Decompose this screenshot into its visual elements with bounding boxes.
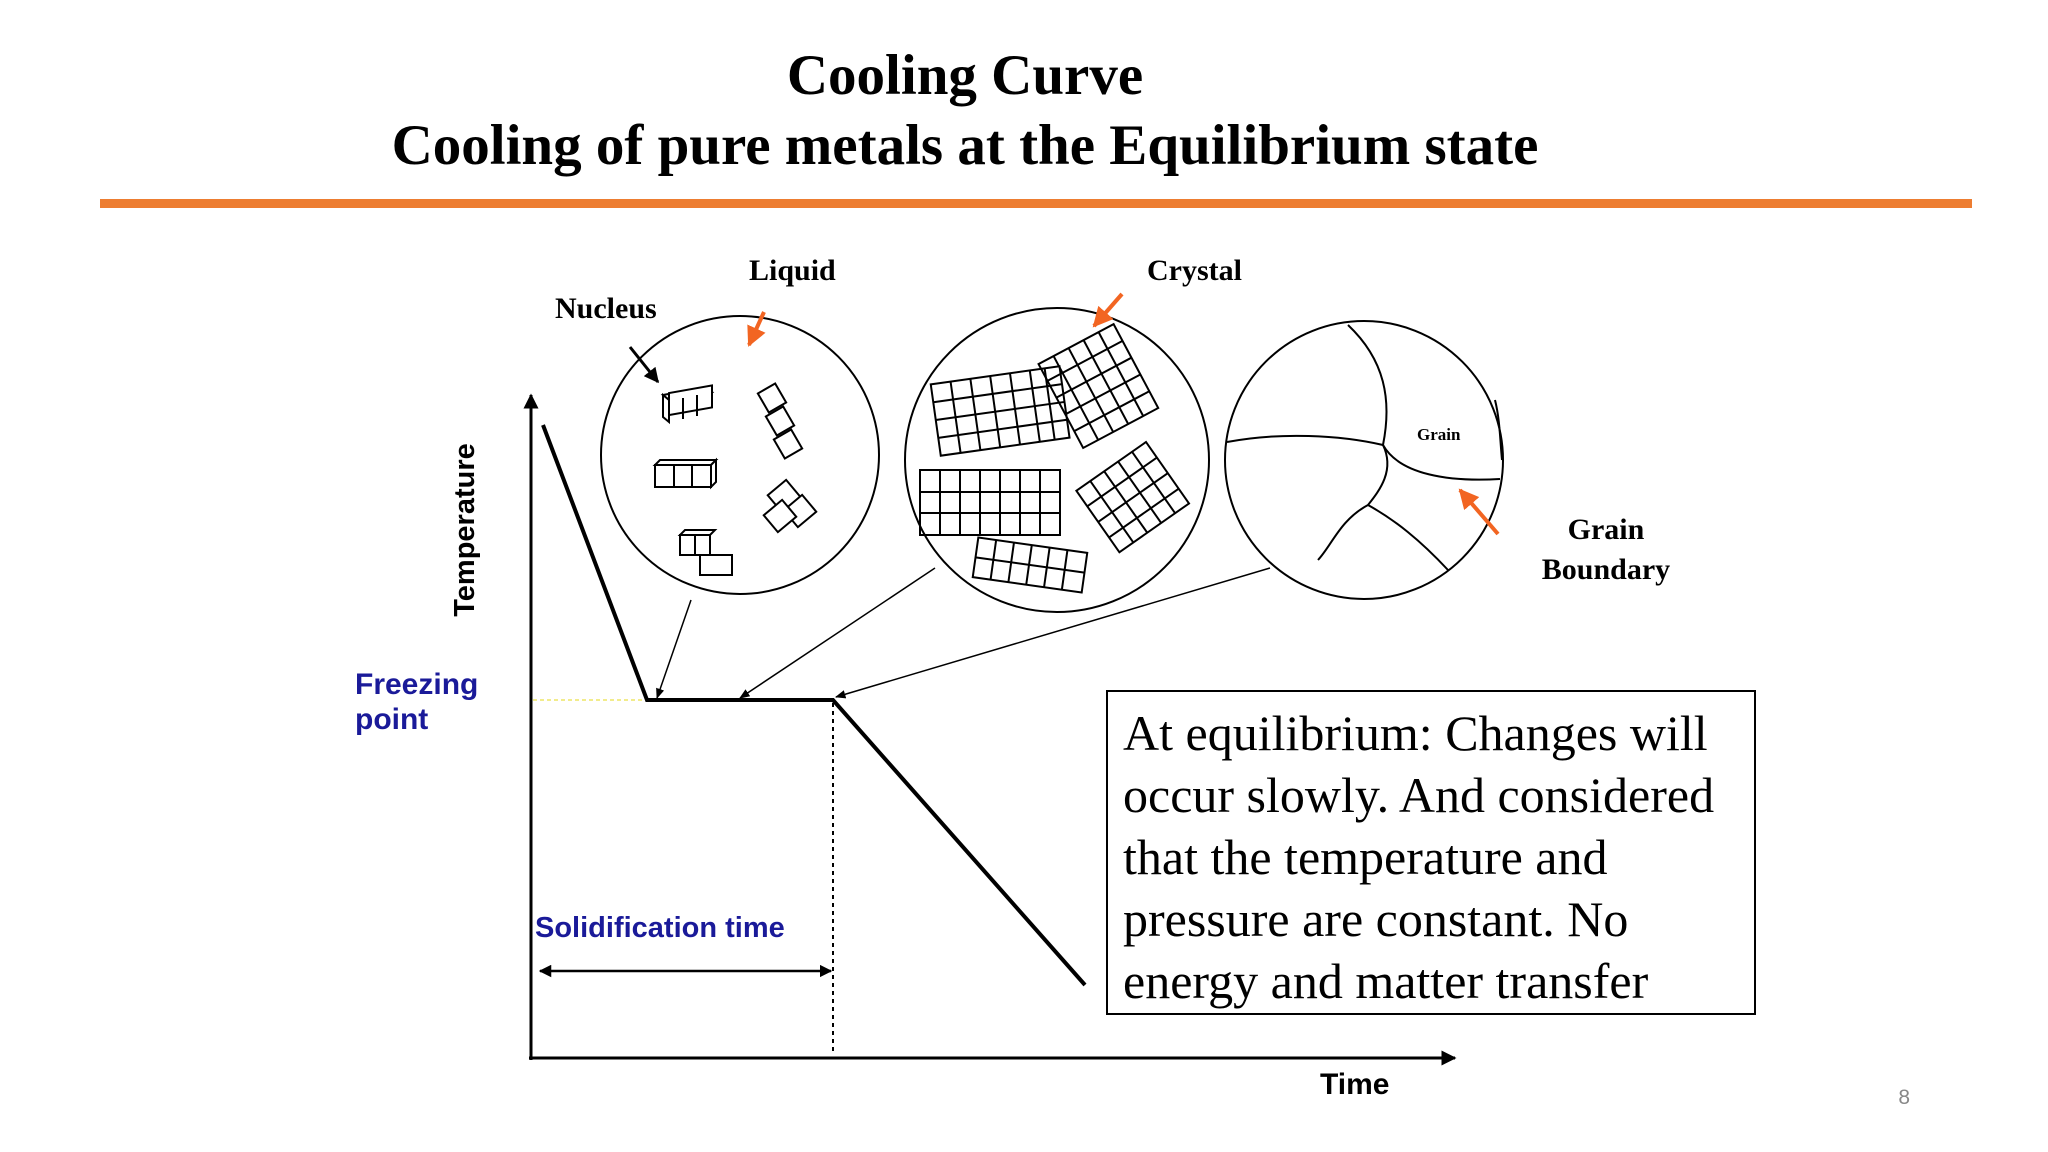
grain-label: Grain	[1417, 425, 1461, 444]
page-number: 8	[1898, 1086, 1910, 1109]
nucleus-label: Nucleus	[555, 292, 657, 325]
liquid-arrow	[747, 311, 766, 347]
liquid-circle	[600, 315, 880, 595]
slide-title: Cooling Curve	[786, 44, 1144, 107]
nucleus-arrow	[628, 346, 660, 384]
grain-circle	[1224, 320, 1504, 600]
pointer-line-crystal	[739, 567, 936, 699]
grain-boundaries	[1226, 324, 1503, 571]
liquid-label: Liquid	[749, 254, 836, 287]
equilibrium-note-box: At equilibrium: Changes will occur slowl…	[1106, 690, 1756, 1015]
grain-boundary-arrow	[1458, 488, 1500, 536]
freezing-point-label-line1: Freezing	[355, 668, 478, 701]
pointer-line-grain	[834, 567, 1271, 699]
crystal-circle	[904, 307, 1210, 613]
crystal-blocks	[919, 322, 1191, 594]
nucleus-cluster	[652, 382, 818, 576]
grain-boundary-label-line2: Boundary	[1542, 553, 1670, 586]
grain-boundary-label-line1: Grain	[1568, 513, 1645, 546]
pointer-line-liquid	[656, 599, 692, 699]
crystal-label: Crystal	[1147, 254, 1242, 287]
x-axis-label: Time	[1320, 1068, 1389, 1101]
y-axis-label: Temperature	[449, 443, 481, 617]
cooling-curve	[541, 424, 1087, 987]
axes	[523, 393, 1457, 1066]
crystal-arrow	[1092, 292, 1124, 328]
title-divider	[100, 199, 1972, 208]
equilibrium-note-text: At equilibrium: Changes will occur slowl…	[1123, 705, 1715, 1009]
slide-subtitle: Cooling of pure metals at the Equilibriu…	[391, 114, 1539, 177]
solidification-time-label: Solidification time	[535, 912, 785, 944]
freezing-point-label-line2: point	[355, 703, 428, 736]
